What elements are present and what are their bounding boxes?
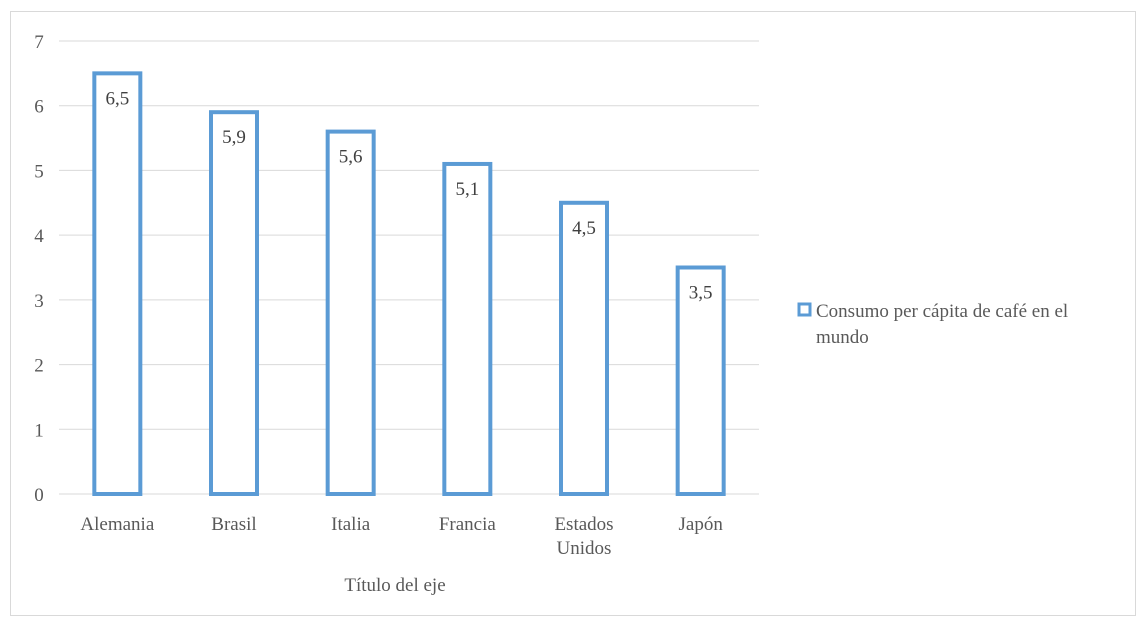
x-axis-ticks: Alemania Brasil Italia Francia Estados Unidos… [80, 514, 723, 559]
data-label: 5,6 [339, 147, 363, 168]
bar [325, 129, 376, 496]
y-tick-label: 6 [34, 97, 44, 118]
data-labels: 6,5 5,9 5,6 5,1 4,5 3,5 [105, 88, 712, 303]
x-tick-label: Japón [679, 514, 724, 535]
y-tick-label: 0 [34, 485, 44, 506]
gridlines [59, 40, 759, 495]
data-label: 5,9 [222, 127, 246, 148]
legend-swatch [797, 302, 812, 317]
y-tick-label: 2 [34, 356, 44, 377]
data-label: 4,5 [572, 218, 596, 239]
y-tick-label: 5 [34, 161, 44, 182]
bar [209, 110, 259, 497]
y-tick-label: 1 [34, 420, 44, 441]
y-axis-ticks: 0 1 2 3 4 5 6 7 [34, 32, 44, 506]
legend[interactable]: Consumo per cápita de café en el mundo [797, 301, 1068, 348]
y-tick-label: 4 [34, 226, 44, 247]
bar [675, 265, 726, 496]
bar [92, 71, 143, 496]
legend-label: Consumo per cápita de café en el mundo [816, 301, 1068, 348]
data-label: 3,5 [689, 283, 713, 304]
bar [559, 200, 609, 497]
data-label: 6,5 [105, 88, 129, 109]
x-tick-label: Italia [331, 514, 371, 535]
data-label: 5,1 [455, 179, 479, 200]
x-axis-title: Título del eje [344, 575, 445, 596]
bar [442, 161, 493, 496]
x-tick-label: Brasil [211, 514, 256, 535]
y-tick-label: 7 [34, 32, 44, 53]
x-tick-label: Francia [439, 514, 497, 535]
x-tick-label: Alemania [80, 514, 154, 535]
bars [92, 71, 726, 497]
y-tick-label: 3 [34, 291, 44, 312]
x-tick-label: Estados Unidos [554, 514, 613, 559]
